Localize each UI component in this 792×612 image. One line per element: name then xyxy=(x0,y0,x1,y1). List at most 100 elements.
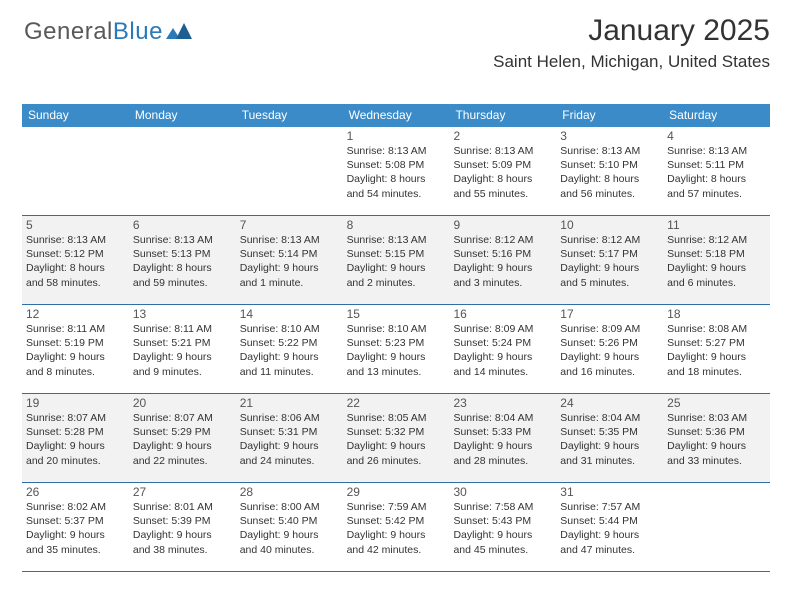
day-of-week-header: SundayMondayTuesdayWednesdayThursdayFrid… xyxy=(22,104,770,127)
day-info: Sunrise: 8:04 AMSunset: 5:33 PMDaylight:… xyxy=(453,411,552,468)
day-number: 2 xyxy=(453,129,552,143)
calendar-day-cell: 10Sunrise: 8:12 AMSunset: 5:17 PMDayligh… xyxy=(556,216,663,304)
day-info: Sunrise: 8:04 AMSunset: 5:35 PMDaylight:… xyxy=(560,411,659,468)
day-info: Sunrise: 8:10 AMSunset: 5:22 PMDaylight:… xyxy=(240,322,339,379)
title-block: January 2025 Saint Helen, Michigan, Unit… xyxy=(493,14,770,72)
day-number: 13 xyxy=(133,307,232,321)
calendar-day-cell: 12Sunrise: 8:11 AMSunset: 5:19 PMDayligh… xyxy=(22,305,129,393)
day-number: 27 xyxy=(133,485,232,499)
day-info: Sunrise: 8:07 AMSunset: 5:28 PMDaylight:… xyxy=(26,411,125,468)
day-info: Sunrise: 8:13 AMSunset: 5:13 PMDaylight:… xyxy=(133,233,232,290)
calendar-day-cell xyxy=(663,483,770,571)
logo-text-blue: Blue xyxy=(113,18,163,45)
calendar-day-cell: 25Sunrise: 8:03 AMSunset: 5:36 PMDayligh… xyxy=(663,394,770,482)
day-info: Sunrise: 8:13 AMSunset: 5:15 PMDaylight:… xyxy=(347,233,446,290)
day-info: Sunrise: 8:03 AMSunset: 5:36 PMDaylight:… xyxy=(667,411,766,468)
day-info: Sunrise: 8:13 AMSunset: 5:08 PMDaylight:… xyxy=(347,144,446,201)
calendar-week-row: 26Sunrise: 8:02 AMSunset: 5:37 PMDayligh… xyxy=(22,483,770,572)
day-number: 24 xyxy=(560,396,659,410)
day-number: 19 xyxy=(26,396,125,410)
calendar-day-cell: 5Sunrise: 8:13 AMSunset: 5:12 PMDaylight… xyxy=(22,216,129,304)
calendar-day-cell: 26Sunrise: 8:02 AMSunset: 5:37 PMDayligh… xyxy=(22,483,129,571)
calendar-week-row: 5Sunrise: 8:13 AMSunset: 5:12 PMDaylight… xyxy=(22,216,770,305)
day-info: Sunrise: 8:01 AMSunset: 5:39 PMDaylight:… xyxy=(133,500,232,557)
day-number: 30 xyxy=(453,485,552,499)
day-info: Sunrise: 8:13 AMSunset: 5:14 PMDaylight:… xyxy=(240,233,339,290)
logo-text-general: General xyxy=(24,18,113,45)
calendar-day-cell: 3Sunrise: 8:13 AMSunset: 5:10 PMDaylight… xyxy=(556,127,663,215)
calendar-week-row: 19Sunrise: 8:07 AMSunset: 5:28 PMDayligh… xyxy=(22,394,770,483)
logo-shape-icon xyxy=(166,23,192,41)
day-info: Sunrise: 8:02 AMSunset: 5:37 PMDaylight:… xyxy=(26,500,125,557)
day-info: Sunrise: 8:12 AMSunset: 5:17 PMDaylight:… xyxy=(560,233,659,290)
dow-cell: Sunday xyxy=(22,104,129,127)
calendar-day-cell: 31Sunrise: 7:57 AMSunset: 5:44 PMDayligh… xyxy=(556,483,663,571)
day-number: 7 xyxy=(240,218,339,232)
dow-cell: Tuesday xyxy=(236,104,343,127)
calendar-day-cell: 21Sunrise: 8:06 AMSunset: 5:31 PMDayligh… xyxy=(236,394,343,482)
day-number: 10 xyxy=(560,218,659,232)
day-number: 1 xyxy=(347,129,446,143)
day-number: 29 xyxy=(347,485,446,499)
day-info: Sunrise: 8:13 AMSunset: 5:11 PMDaylight:… xyxy=(667,144,766,201)
calendar-day-cell: 19Sunrise: 8:07 AMSunset: 5:28 PMDayligh… xyxy=(22,394,129,482)
day-info: Sunrise: 8:07 AMSunset: 5:29 PMDaylight:… xyxy=(133,411,232,468)
calendar-day-cell: 15Sunrise: 8:10 AMSunset: 5:23 PMDayligh… xyxy=(343,305,450,393)
dow-cell: Thursday xyxy=(449,104,556,127)
dow-cell: Wednesday xyxy=(343,104,450,127)
day-number: 17 xyxy=(560,307,659,321)
day-number: 28 xyxy=(240,485,339,499)
calendar-day-cell: 13Sunrise: 8:11 AMSunset: 5:21 PMDayligh… xyxy=(129,305,236,393)
day-info: Sunrise: 8:12 AMSunset: 5:18 PMDaylight:… xyxy=(667,233,766,290)
day-number: 5 xyxy=(26,218,125,232)
calendar-day-cell: 9Sunrise: 8:12 AMSunset: 5:16 PMDaylight… xyxy=(449,216,556,304)
calendar-day-cell: 11Sunrise: 8:12 AMSunset: 5:18 PMDayligh… xyxy=(663,216,770,304)
day-info: Sunrise: 8:05 AMSunset: 5:32 PMDaylight:… xyxy=(347,411,446,468)
day-info: Sunrise: 8:09 AMSunset: 5:26 PMDaylight:… xyxy=(560,322,659,379)
calendar-weeks: 1Sunrise: 8:13 AMSunset: 5:08 PMDaylight… xyxy=(22,127,770,572)
day-info: Sunrise: 8:13 AMSunset: 5:12 PMDaylight:… xyxy=(26,233,125,290)
calendar-day-cell: 7Sunrise: 8:13 AMSunset: 5:14 PMDaylight… xyxy=(236,216,343,304)
month-title: January 2025 xyxy=(493,14,770,48)
day-info: Sunrise: 8:11 AMSunset: 5:21 PMDaylight:… xyxy=(133,322,232,379)
day-info: Sunrise: 8:08 AMSunset: 5:27 PMDaylight:… xyxy=(667,322,766,379)
day-number: 26 xyxy=(26,485,125,499)
day-number: 20 xyxy=(133,396,232,410)
dow-cell: Friday xyxy=(556,104,663,127)
dow-cell: Saturday xyxy=(663,104,770,127)
calendar-day-cell: 1Sunrise: 8:13 AMSunset: 5:08 PMDaylight… xyxy=(343,127,450,215)
day-info: Sunrise: 8:13 AMSunset: 5:09 PMDaylight:… xyxy=(453,144,552,201)
day-number: 6 xyxy=(133,218,232,232)
calendar-day-cell: 24Sunrise: 8:04 AMSunset: 5:35 PMDayligh… xyxy=(556,394,663,482)
day-number: 22 xyxy=(347,396,446,410)
calendar-week-row: 1Sunrise: 8:13 AMSunset: 5:08 PMDaylight… xyxy=(22,127,770,216)
calendar-week-row: 12Sunrise: 8:11 AMSunset: 5:19 PMDayligh… xyxy=(22,305,770,394)
day-info: Sunrise: 8:06 AMSunset: 5:31 PMDaylight:… xyxy=(240,411,339,468)
calendar: SundayMondayTuesdayWednesdayThursdayFrid… xyxy=(22,104,770,572)
calendar-day-cell: 18Sunrise: 8:08 AMSunset: 5:27 PMDayligh… xyxy=(663,305,770,393)
calendar-day-cell xyxy=(236,127,343,215)
calendar-day-cell: 20Sunrise: 8:07 AMSunset: 5:29 PMDayligh… xyxy=(129,394,236,482)
logo-text: GeneralBlue xyxy=(24,18,163,46)
calendar-day-cell: 28Sunrise: 8:00 AMSunset: 5:40 PMDayligh… xyxy=(236,483,343,571)
day-number: 15 xyxy=(347,307,446,321)
day-number: 3 xyxy=(560,129,659,143)
day-info: Sunrise: 8:12 AMSunset: 5:16 PMDaylight:… xyxy=(453,233,552,290)
day-info: Sunrise: 8:11 AMSunset: 5:19 PMDaylight:… xyxy=(26,322,125,379)
day-info: Sunrise: 8:09 AMSunset: 5:24 PMDaylight:… xyxy=(453,322,552,379)
day-number: 11 xyxy=(667,218,766,232)
calendar-day-cell xyxy=(129,127,236,215)
calendar-day-cell: 27Sunrise: 8:01 AMSunset: 5:39 PMDayligh… xyxy=(129,483,236,571)
day-info: Sunrise: 8:10 AMSunset: 5:23 PMDaylight:… xyxy=(347,322,446,379)
day-info: Sunrise: 7:57 AMSunset: 5:44 PMDaylight:… xyxy=(560,500,659,557)
calendar-day-cell: 2Sunrise: 8:13 AMSunset: 5:09 PMDaylight… xyxy=(449,127,556,215)
day-number: 12 xyxy=(26,307,125,321)
location-subtitle: Saint Helen, Michigan, United States xyxy=(493,52,770,72)
calendar-day-cell xyxy=(22,127,129,215)
day-info: Sunrise: 7:58 AMSunset: 5:43 PMDaylight:… xyxy=(453,500,552,557)
calendar-day-cell: 22Sunrise: 8:05 AMSunset: 5:32 PMDayligh… xyxy=(343,394,450,482)
day-number: 21 xyxy=(240,396,339,410)
calendar-day-cell: 23Sunrise: 8:04 AMSunset: 5:33 PMDayligh… xyxy=(449,394,556,482)
calendar-day-cell: 30Sunrise: 7:58 AMSunset: 5:43 PMDayligh… xyxy=(449,483,556,571)
calendar-day-cell: 14Sunrise: 8:10 AMSunset: 5:22 PMDayligh… xyxy=(236,305,343,393)
